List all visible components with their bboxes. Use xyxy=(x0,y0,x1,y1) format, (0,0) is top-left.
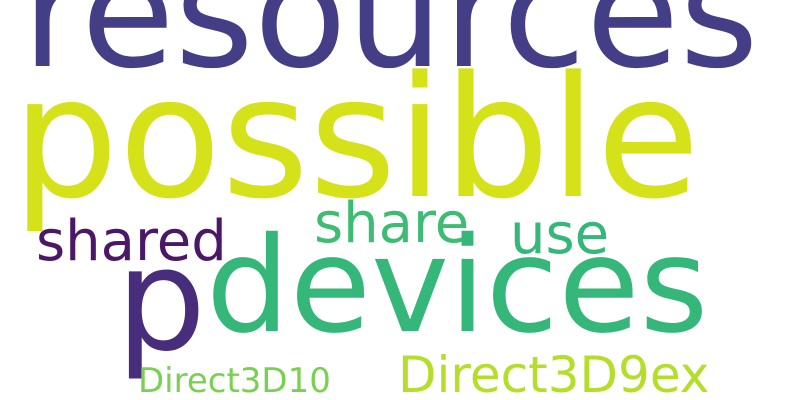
word-direct3d10: Direct3D10 xyxy=(138,361,331,400)
word-use: use xyxy=(510,202,610,267)
word-p: p xyxy=(116,218,207,383)
word-shared: shared xyxy=(36,209,227,274)
word-possible: possible xyxy=(12,40,700,236)
word-direct3d9ex: Direct3D9ex xyxy=(398,346,710,400)
word-resources: resources xyxy=(22,0,759,102)
word-devices: devices xyxy=(206,209,709,363)
word-share: share xyxy=(314,191,470,256)
